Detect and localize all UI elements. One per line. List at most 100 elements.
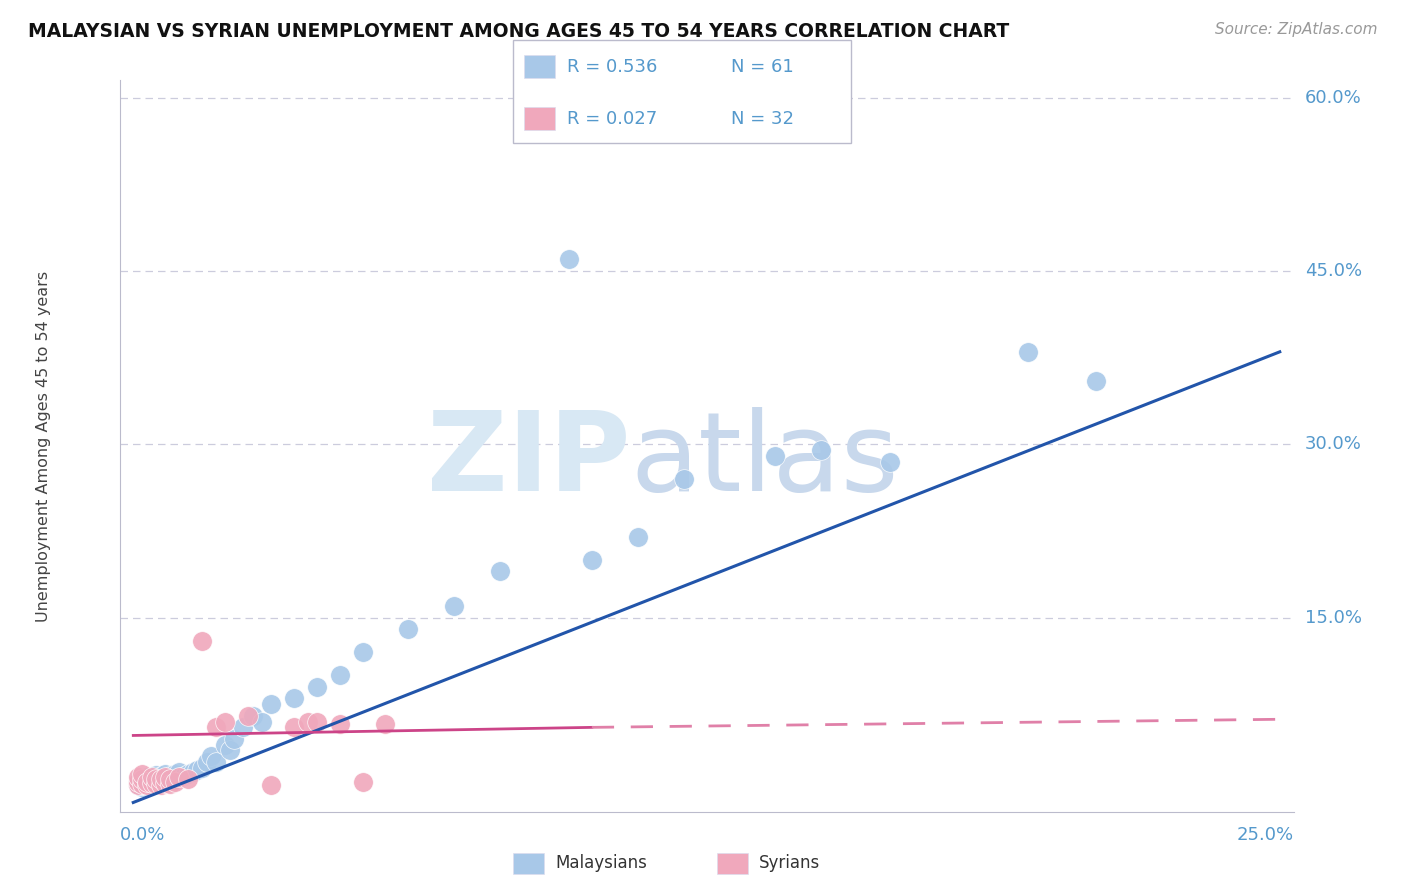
Text: 45.0%: 45.0% [1305,262,1362,280]
Point [879,454,901,468]
Point [218,743,240,757]
Point [1017,344,1039,359]
Point [136,780,159,794]
Text: 30.0%: 30.0% [1305,435,1361,453]
Point [141,770,163,784]
Point [149,769,172,783]
Point [145,772,167,787]
Point [232,720,254,734]
Point [283,691,305,706]
Point [155,774,177,789]
Point [159,772,181,787]
Text: ZIP: ZIP [427,407,630,514]
Point [145,773,167,788]
Point [305,680,328,694]
Point [177,772,200,787]
Point [149,772,172,787]
Point [127,778,149,792]
Point [131,766,153,780]
Text: Unemployment Among Ages 45 to 54 years: Unemployment Among Ages 45 to 54 years [35,270,51,622]
Point [581,553,603,567]
Text: 0.0%: 0.0% [120,826,165,844]
Point [204,755,226,769]
Point [141,778,163,792]
Point [443,599,465,613]
Point [159,777,181,791]
Text: Malaysians: Malaysians [555,855,647,872]
Point [352,774,374,789]
Point [195,755,218,769]
Point [224,731,246,746]
Point [131,778,153,792]
Point [163,766,186,780]
Point [136,770,159,784]
Text: MALAYSIAN VS SYRIAN UNEMPLOYMENT AMONG AGES 45 TO 54 YEARS CORRELATION CHART: MALAYSIAN VS SYRIAN UNEMPLOYMENT AMONG A… [28,22,1010,41]
Text: R = 0.027: R = 0.027 [567,110,657,128]
Point [131,780,153,795]
Point [141,770,163,784]
Point [297,714,319,729]
Point [181,765,204,780]
Point [260,698,283,712]
Point [329,668,352,682]
Point [163,772,186,787]
Point [627,530,650,544]
Point [136,774,159,789]
Point [763,449,786,463]
Point [672,472,695,486]
Point [127,774,149,789]
Point [127,770,149,784]
Point [131,772,153,787]
Text: 25.0%: 25.0% [1236,826,1294,844]
Point [177,766,200,780]
Point [159,769,181,783]
Point [236,708,259,723]
Text: 15.0%: 15.0% [1305,608,1361,626]
Point [489,565,512,579]
Point [155,771,177,785]
Point [283,720,305,734]
Point [250,714,273,729]
Point [214,714,236,729]
Point [127,774,149,789]
Point [149,778,172,792]
Point [155,776,177,790]
Point [141,776,163,790]
Point [163,774,186,789]
Point [141,774,163,789]
Point [155,770,177,784]
Point [191,761,214,775]
Point [136,774,159,789]
Point [131,777,153,791]
Point [131,772,153,787]
Point [200,749,222,764]
Point [127,778,149,792]
Point [159,773,181,788]
Point [374,717,396,731]
Point [167,770,190,784]
Point [136,772,159,787]
Point [558,252,581,267]
Point [136,777,159,791]
Point [149,772,172,787]
Point [136,778,159,792]
Text: Syrians: Syrians [759,855,821,872]
Point [155,766,177,780]
Point [1085,374,1108,388]
Point [145,768,167,782]
Text: Source: ZipAtlas.com: Source: ZipAtlas.com [1215,22,1378,37]
Text: R = 0.536: R = 0.536 [567,58,657,76]
Point [173,769,195,783]
Text: atlas: atlas [630,407,898,514]
Point [167,770,190,784]
Text: N = 61: N = 61 [731,58,794,76]
Point [352,645,374,659]
Point [204,720,226,734]
Point [305,714,328,729]
Point [149,776,172,790]
Point [186,763,208,777]
Point [145,777,167,791]
Point [396,622,419,636]
Point [145,771,167,785]
Point [260,778,283,792]
